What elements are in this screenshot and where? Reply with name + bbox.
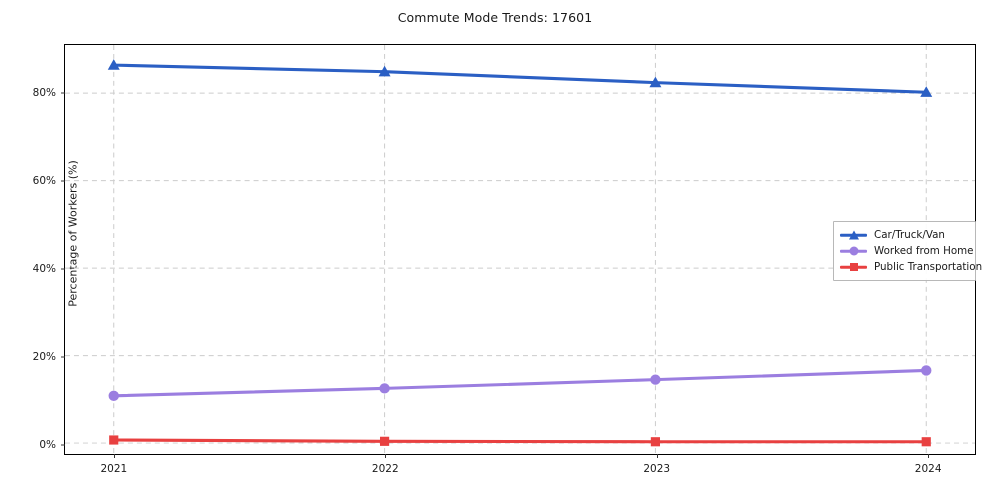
data-point-marker	[109, 435, 119, 445]
data-point-marker	[379, 383, 390, 394]
x-axis-tick-mark	[656, 454, 658, 458]
y-axis-tick-label: 60%	[32, 175, 56, 188]
plot-area: Percentage of Workers (%) 0% 20% 40% 60% 80%…	[33, 44, 976, 475]
legend-marker-square-icon	[849, 263, 858, 271]
y-axis-tick-label: 20%	[32, 351, 56, 364]
x-axis-tick-mark	[928, 454, 930, 458]
data-point-marker	[920, 86, 933, 97]
y-axis-tick-label: 40%	[32, 263, 56, 276]
legend-swatch	[840, 228, 867, 242]
legend-item[interactable]: Worked from Home	[840, 243, 974, 259]
legend-item[interactable]: Car/Truck/Van	[840, 227, 968, 243]
series-layer	[107, 59, 933, 447]
data-point-marker	[107, 59, 120, 70]
legend-marker-circle-icon	[849, 246, 858, 256]
legend-swatch	[840, 244, 867, 258]
x-axis-tick-label: 2023	[643, 463, 671, 475]
data-point-marker	[379, 436, 390, 446]
chart-title: Commute Mode Trends: 17601	[397, 10, 593, 25]
data-point-marker	[650, 437, 661, 447]
data-point-marker	[378, 65, 391, 77]
y-axis-tick-mark	[61, 180, 65, 182]
data-point-marker	[921, 365, 932, 376]
legend-item[interactable]: Public Transportation	[840, 259, 982, 275]
x-axis-tick-label: 2024	[914, 463, 942, 475]
legend-label: Worked from Home	[874, 245, 974, 257]
data-point-marker	[649, 76, 662, 88]
x-axis-tick-mark	[385, 454, 387, 458]
legend-label: Public Transportation	[874, 261, 983, 273]
y-axis-tick-label: 80%	[32, 87, 56, 100]
data-point-marker	[650, 374, 661, 385]
y-axis-tick-mark	[61, 444, 65, 446]
series-line	[112, 368, 928, 398]
y-axis-tick-mark	[61, 268, 65, 270]
data-point-marker	[921, 437, 931, 447]
x-axis-tick-label: 2021	[100, 463, 128, 475]
y-axis-tick-mark	[61, 92, 65, 94]
legend-swatch	[840, 260, 867, 274]
y-axis-tick-mark	[61, 356, 65, 358]
y-axis-tick-label: 0%	[39, 439, 56, 451]
series-line	[112, 438, 928, 444]
data-point-marker	[108, 390, 119, 401]
legend-label: Car/Truck/Van	[874, 229, 945, 241]
series-line	[112, 63, 928, 94]
chart-legend: Car/Truck/Van Worked from Home Public Tran…	[833, 221, 982, 281]
x-axis-tick-mark	[113, 454, 115, 458]
legend-marker-triangle-icon	[848, 230, 859, 240]
x-axis-tick-label: 2022	[371, 463, 399, 475]
